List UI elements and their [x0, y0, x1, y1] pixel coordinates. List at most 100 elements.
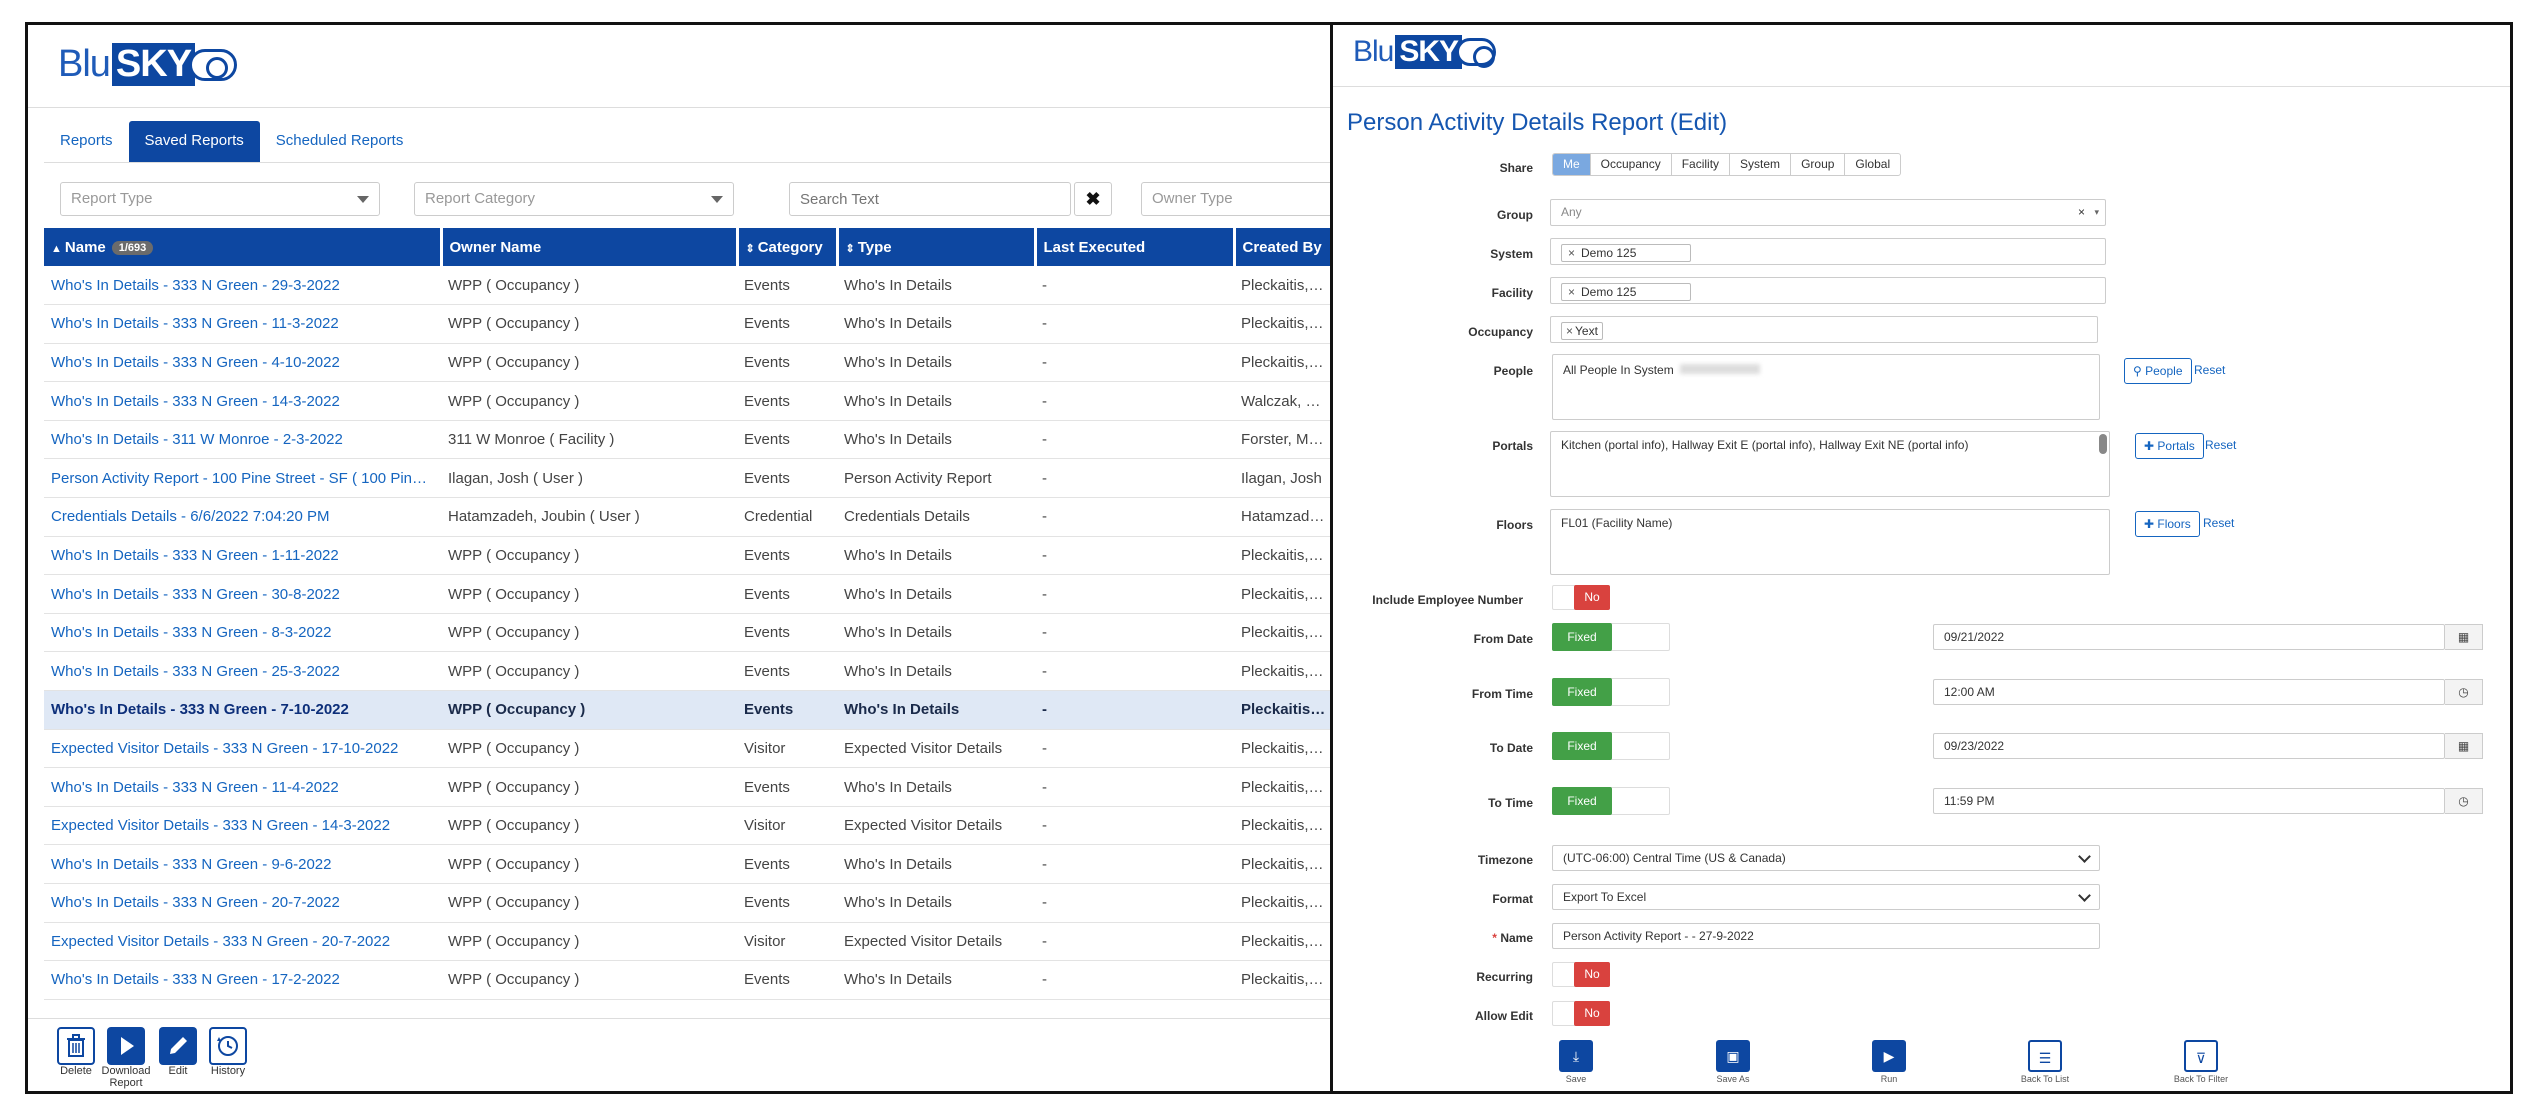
floors-reset-link[interactable]: Reset — [2203, 516, 2235, 530]
format-select[interactable]: Export To Excel — [1552, 884, 2100, 910]
table-row[interactable]: Person Activity Report - 100 Pine Street… — [44, 458, 1330, 499]
occupancy-select[interactable]: × Yext — [1550, 316, 2098, 343]
clear-icon[interactable]: × — [2077, 205, 2085, 219]
scrollbar-thumb[interactable] — [2099, 434, 2107, 454]
employee-number-toggle[interactable]: No — [1552, 585, 1610, 610]
cell-name[interactable]: Who's In Details - 333 N Green - 11-3-20… — [44, 304, 441, 344]
col-type[interactable]: ⇕ Type — [837, 228, 1037, 266]
cell-name[interactable]: Who's In Details - 333 N Green - 29-3-20… — [44, 266, 441, 306]
share-me[interactable]: Me — [1553, 154, 1591, 175]
remove-chip-icon[interactable]: × — [1566, 324, 1574, 338]
from-time-mode-toggle[interactable]: Fixed — [1552, 678, 1670, 706]
back-to-list-button[interactable]: ☰ Back To List — [1995, 1040, 2095, 1084]
edit-button[interactable]: Edit — [150, 1027, 206, 1077]
col-last-executed[interactable]: Last Executed — [1035, 228, 1236, 266]
share-occupancy[interactable]: Occupancy — [1591, 154, 1672, 175]
timezone-select[interactable]: (UTC-06:00) Central Time (US & Canada) — [1552, 845, 2100, 871]
recurring-toggle[interactable]: No — [1552, 962, 1610, 987]
table-row[interactable]: Who's In Details - 333 N Green - 25-3-20… — [44, 651, 1330, 692]
floors-field[interactable]: FL01 (Facility Name) — [1550, 509, 2110, 575]
cell-name[interactable]: Who's In Details - 333 N Green - 4-10-20… — [44, 343, 441, 383]
clear-search-button[interactable]: ✖ — [1074, 182, 1112, 216]
cell-name[interactable]: Expected Visitor Details - 333 N Green -… — [44, 922, 441, 962]
clock-icon[interactable]: ◷ — [2445, 679, 2483, 705]
history-button[interactable]: History — [200, 1027, 256, 1077]
cell-name[interactable]: Who's In Details - 333 N Green - 7-10-20… — [44, 690, 441, 730]
system-select[interactable]: × Demo 125 — [1550, 238, 2106, 265]
people-field[interactable]: All People In System — [1552, 354, 2100, 420]
tab-reports[interactable]: Reports — [60, 132, 113, 149]
table-row[interactable]: Who's In Details - 311 W Monroe - 2-3-20… — [44, 420, 1330, 460]
tab-saved-reports[interactable]: Saved Reports — [128, 121, 260, 162]
people-button[interactable]: ⚲ People — [2124, 358, 2192, 384]
col-owner[interactable]: Owner Name — [441, 228, 739, 266]
cell-name[interactable]: Who's In Details - 333 N Green - 9-6-202… — [44, 844, 441, 884]
cell-name[interactable]: Who's In Details - 333 N Green - 20-7-20… — [44, 883, 441, 923]
allow-edit-toggle[interactable]: No — [1552, 1001, 1610, 1026]
col-created-by[interactable]: Created By — [1234, 228, 1330, 266]
delete-button[interactable]: Delete — [48, 1027, 104, 1077]
tab-scheduled-reports[interactable]: Scheduled Reports — [275, 132, 404, 149]
facility-select[interactable]: × Demo 125 — [1550, 277, 2106, 304]
people-reset-link[interactable]: Reset — [2194, 363, 2226, 377]
share-facility[interactable]: Facility — [1672, 154, 1731, 175]
save-button[interactable]: ⤓ Save — [1526, 1040, 1626, 1084]
table-row[interactable]: Who's In Details - 333 N Green - 4-10-20… — [44, 343, 1330, 383]
to-time-input[interactable]: 11:59 PM — [1933, 788, 2445, 814]
to-time-mode-toggle[interactable]: Fixed — [1552, 787, 1670, 815]
clock-icon[interactable]: ◷ — [2445, 788, 2483, 814]
back-to-filter-button[interactable]: ⊽ Back To Filter — [2151, 1040, 2251, 1084]
share-global[interactable]: Global — [1855, 157, 1891, 171]
col-category[interactable]: ⇕ Category — [737, 228, 839, 266]
to-date-mode-toggle[interactable]: Fixed — [1552, 732, 1670, 760]
table-row[interactable]: Expected Visitor Details - 333 N Green -… — [44, 729, 1330, 769]
from-date-input[interactable]: 09/21/2022 — [1933, 624, 2445, 650]
cell-name[interactable]: Who's In Details - 333 N Green - 1-11-20… — [44, 536, 441, 576]
table-row[interactable]: Who's In Details - 333 N Green - 9-6-202… — [44, 844, 1330, 884]
table-row[interactable]: Who's In Details - 333 N Green - 11-4-20… — [44, 767, 1330, 807]
calendar-icon[interactable]: ▦ — [2445, 624, 2483, 650]
table-row[interactable]: Who's In Details - 333 N Green - 11-3-20… — [44, 304, 1330, 344]
cell-name[interactable]: Expected Visitor Details - 333 N Green -… — [44, 806, 441, 846]
portals-field[interactable]: Kitchen (portal info), Hallway Exit E (p… — [1550, 431, 2110, 497]
table-row[interactable]: Who's In Details - 333 N Green - 8-3-202… — [44, 613, 1330, 653]
cell-name[interactable]: Who's In Details - 333 N Green - 30-8-20… — [44, 574, 441, 614]
cell-name[interactable]: Who's In Details - 333 N Green - 8-3-202… — [44, 613, 441, 653]
to-date-input[interactable]: 09/23/2022 — [1933, 733, 2445, 759]
cell-name[interactable]: Person Activity Report - 100 Pine Street… — [44, 458, 441, 499]
cell-name[interactable]: Who's In Details - 311 W Monroe - 2-3-20… — [44, 420, 441, 460]
download-report-button[interactable]: Download Report — [98, 1027, 154, 1089]
cell-name[interactable]: Who's In Details - 333 N Green - 11-4-20… — [44, 767, 441, 807]
cell-name[interactable]: Who's In Details - 333 N Green - 14-3-20… — [44, 381, 441, 421]
table-row[interactable]: Who's In Details - 333 N Green - 29-3-20… — [44, 266, 1330, 306]
table-row[interactable]: Who's In Details - 333 N Green - 14-3-20… — [44, 381, 1330, 421]
table-row[interactable]: Who's In Details - 333 N Green - 20-7-20… — [44, 883, 1330, 923]
floors-button[interactable]: ✚ Floors — [2135, 511, 2200, 537]
col-name[interactable]: ▲ Name 1/693 — [44, 228, 443, 266]
run-button[interactable]: ▶ Run — [1839, 1040, 1939, 1084]
group-select[interactable]: Any × ▾ — [1550, 199, 2106, 226]
share-group[interactable]: Group — [1791, 154, 1846, 175]
share-system[interactable]: System — [1730, 154, 1792, 175]
calendar-icon[interactable]: ▦ — [2445, 733, 2483, 759]
report-name-input[interactable]: Person Activity Report - - 27-9-2022 — [1552, 923, 2100, 949]
table-row[interactable]: Credentials Details - 6/6/2022 7:04:20 P… — [44, 497, 1330, 537]
portals-reset-link[interactable]: Reset — [2205, 438, 2237, 452]
search-input[interactable] — [789, 182, 1071, 216]
table-row[interactable]: Expected Visitor Details - 333 N Green -… — [44, 806, 1330, 846]
table-row[interactable]: Expected Visitor Details - 333 N Green -… — [44, 922, 1330, 962]
portals-button[interactable]: ✚ Portals — [2135, 433, 2204, 459]
remove-chip-icon[interactable]: × — [1568, 246, 1576, 260]
table-row[interactable]: Who's In Details - 333 N Green - 30-8-20… — [44, 574, 1330, 614]
table-row[interactable]: Who's In Details - 333 N Green - 7-10-20… — [44, 690, 1330, 730]
from-date-mode-toggle[interactable]: Fixed — [1552, 623, 1670, 651]
report-type-select[interactable]: Report Type — [60, 182, 380, 216]
from-time-input[interactable]: 12:00 AM — [1933, 679, 2445, 705]
remove-chip-icon[interactable]: × — [1568, 285, 1576, 299]
owner-type-select[interactable]: Owner Type — [1141, 182, 1330, 216]
report-category-select[interactable]: Report Category — [414, 182, 734, 216]
cell-name[interactable]: Expected Visitor Details - 333 N Green -… — [44, 729, 441, 769]
cell-name[interactable]: Credentials Details - 6/6/2022 7:04:20 P… — [44, 497, 441, 537]
table-row[interactable]: Who's In Details - 333 N Green - 1-11-20… — [44, 536, 1330, 576]
cell-name[interactable]: Who's In Details - 333 N Green - 17-2-20… — [44, 960, 441, 1000]
